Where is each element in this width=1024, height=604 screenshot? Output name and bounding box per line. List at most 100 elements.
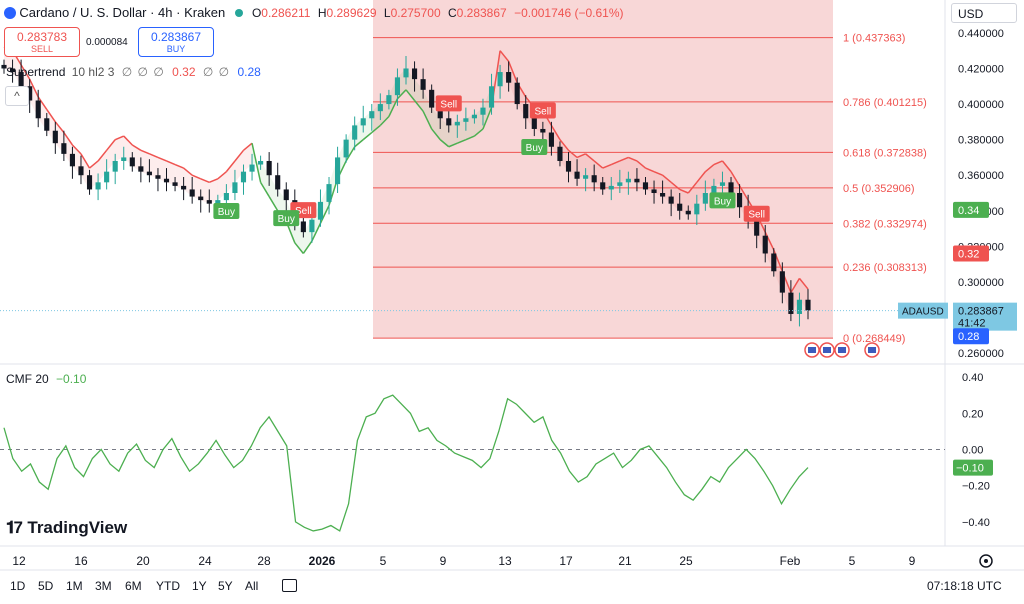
candle[interactable] (642, 176, 649, 195)
cmf-line[interactable] (3, 394, 809, 532)
candle[interactable] (548, 121, 554, 156)
candle[interactable] (805, 289, 811, 320)
cmf-legend[interactable]: CMF 20 −0.10 (6, 372, 86, 386)
candle[interactable] (557, 141, 563, 167)
range-1m[interactable]: 1M (66, 579, 83, 593)
candle[interactable] (771, 248, 777, 277)
candle[interactable] (52, 121, 58, 154)
candle[interactable] (86, 169, 93, 195)
gear-icon[interactable] (979, 554, 993, 568)
candle[interactable] (78, 155, 84, 185)
candle[interactable] (660, 180, 666, 204)
economic-event-flag-icon[interactable] (834, 342, 850, 358)
candle[interactable] (369, 104, 375, 131)
candle[interactable] (352, 116, 358, 151)
candle[interactable] (411, 61, 418, 92)
candle[interactable] (189, 176, 195, 204)
supertrend-lower-badge[interactable]: 0.28 (953, 328, 989, 345)
candle[interactable] (181, 176, 187, 201)
candle[interactable] (685, 205, 691, 220)
candle[interactable] (206, 189, 212, 213)
range-5y[interactable]: 5Y (218, 579, 233, 593)
candle[interactable] (275, 162, 281, 197)
cmf-value-badge[interactable]: −0.10 (953, 459, 993, 476)
candle[interactable] (112, 153, 118, 185)
candle[interactable] (574, 159, 580, 186)
candle[interactable] (155, 168, 161, 192)
candle[interactable] (129, 152, 135, 172)
sell-signal[interactable]: Sell (435, 95, 462, 112)
candle[interactable] (617, 169, 623, 193)
candle[interactable] (9, 59, 16, 83)
sell-signal[interactable]: Sell (529, 102, 556, 119)
buy-signal[interactable]: Buy (521, 138, 548, 155)
candle[interactable] (266, 152, 272, 186)
candle[interactable] (608, 176, 614, 201)
candle[interactable] (61, 130, 67, 161)
range-6m[interactable]: 6M (125, 579, 142, 593)
utc-clock[interactable]: 07:18:18 UTC (927, 579, 1002, 593)
candle[interactable] (386, 89, 392, 110)
collapse-legend-button[interactable]: ^ (5, 86, 29, 106)
candle[interactable] (488, 73, 495, 115)
calendar-icon[interactable] (282, 579, 297, 592)
candle[interactable] (394, 68, 401, 106)
candle[interactable] (240, 164, 247, 195)
candle[interactable] (506, 61, 512, 92)
buy-button[interactable]: 0.283867 BUY (138, 27, 214, 57)
candle[interactable] (719, 171, 726, 195)
candle[interactable] (377, 93, 383, 121)
candle[interactable] (317, 189, 324, 227)
candle[interactable] (104, 159, 110, 190)
buy-signal[interactable]: Buy (213, 203, 240, 219)
economic-event-flag-icon[interactable] (864, 342, 880, 358)
candle[interactable] (463, 107, 469, 131)
candle[interactable] (779, 262, 785, 304)
supertrend-legend[interactable]: Supertrend 10 hl2 3 ∅ ∅ ∅ 0.32 ∅ ∅ 0.28 (6, 65, 261, 79)
buy-signal[interactable]: Buy (709, 192, 736, 209)
candle[interactable] (694, 194, 700, 226)
candle[interactable] (146, 159, 152, 183)
sell-signal[interactable]: Sell (743, 205, 770, 222)
candle[interactable] (69, 146, 75, 179)
range-1y[interactable]: 1Y (192, 579, 207, 593)
candle[interactable] (335, 146, 341, 193)
range-5d[interactable]: 5D (38, 579, 54, 593)
candle[interactable] (454, 114, 460, 138)
candle[interactable] (44, 112, 50, 137)
candle[interactable] (300, 216, 306, 238)
candle[interactable] (95, 173, 101, 201)
fibonacci-zone[interactable] (373, 0, 833, 339)
candle[interactable] (232, 169, 238, 201)
candle[interactable] (625, 171, 631, 195)
candle[interactable] (283, 182, 289, 213)
candle[interactable] (762, 225, 768, 263)
candle[interactable] (429, 84, 435, 113)
buy-signal[interactable]: Buy (273, 210, 300, 227)
symbol-title[interactable]: Cardano / U. S. Dollar · 4h · Kraken (19, 5, 226, 20)
economic-event-flag-icon[interactable] (819, 342, 835, 358)
candle[interactable] (138, 157, 144, 183)
candle[interactable] (702, 180, 708, 211)
candle[interactable] (198, 189, 204, 213)
candle[interactable] (600, 176, 606, 195)
candle[interactable] (514, 77, 520, 110)
currency-button[interactable]: USD (951, 3, 1017, 23)
candle[interactable] (1, 59, 7, 74)
candle[interactable] (668, 189, 674, 217)
candle[interactable] (497, 64, 503, 99)
symbol-badge[interactable]: ADAUSD (898, 302, 948, 319)
tradingview-logo[interactable]: 𝟏7 TradingView (6, 518, 127, 538)
candle[interactable] (796, 292, 803, 327)
candle[interactable] (583, 168, 589, 192)
candle[interactable] (634, 168, 640, 192)
range-all[interactable]: All (245, 579, 259, 593)
supertrend-upper-badge[interactable]: 0.32 (953, 245, 989, 262)
candle[interactable] (420, 68, 426, 99)
candle[interactable] (35, 89, 41, 128)
range-3m[interactable]: 3M (95, 579, 112, 593)
candle[interactable] (163, 168, 170, 192)
candle[interactable] (403, 56, 409, 85)
